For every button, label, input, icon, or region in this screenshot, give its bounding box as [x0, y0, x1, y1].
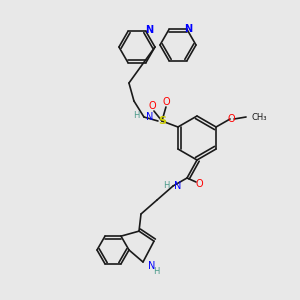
Text: S: S — [158, 116, 166, 126]
Text: N: N — [174, 181, 182, 191]
Text: O: O — [162, 97, 170, 107]
Text: O: O — [195, 179, 203, 189]
Text: H: H — [163, 181, 169, 190]
Text: H: H — [153, 268, 159, 277]
Text: O: O — [227, 114, 235, 124]
Text: H: H — [134, 112, 140, 121]
Text: O: O — [148, 101, 156, 111]
Text: N: N — [148, 261, 155, 271]
Text: N: N — [146, 112, 153, 122]
Text: CH₃: CH₃ — [251, 112, 267, 122]
Text: N: N — [184, 24, 192, 34]
Text: N: N — [145, 26, 153, 35]
